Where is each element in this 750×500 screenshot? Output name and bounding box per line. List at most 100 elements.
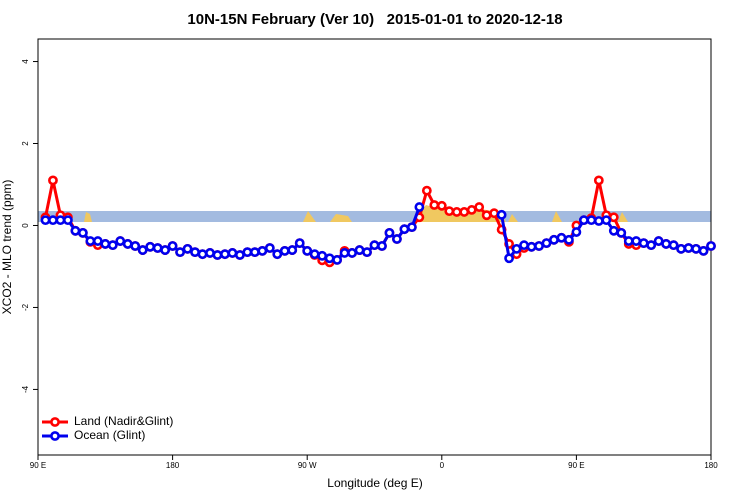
point (227, 248, 238, 258)
point (444, 206, 455, 217)
chart-title: 10N-15N February (Ver 10) 2015-01-01 to … (187, 11, 562, 28)
point (586, 215, 597, 226)
point (541, 238, 552, 249)
y-tick-label: 2 (21, 141, 30, 146)
point (661, 239, 672, 249)
point (653, 236, 664, 246)
point (190, 247, 200, 258)
point (197, 249, 208, 260)
point (175, 247, 185, 258)
point (122, 239, 133, 249)
point (362, 247, 372, 258)
point (668, 240, 679, 251)
point (55, 215, 66, 226)
point (436, 200, 447, 211)
point (414, 202, 425, 212)
point (272, 249, 283, 260)
point (489, 208, 500, 219)
point (474, 202, 485, 212)
point (601, 215, 612, 226)
point (504, 253, 514, 264)
point (676, 243, 686, 254)
point (85, 236, 96, 246)
x-tick-label: 90 W (298, 461, 317, 470)
point (578, 215, 589, 226)
point (616, 227, 627, 238)
y-axis-title: XCO2 - MLO trend (ppm) (0, 180, 14, 315)
point (257, 245, 268, 256)
point (302, 245, 313, 256)
x-tick-label: 0 (440, 461, 445, 470)
y-tick-label: 0 (21, 223, 30, 228)
point (519, 240, 529, 251)
point (354, 245, 365, 255)
point (48, 215, 58, 226)
point (556, 232, 567, 243)
point (511, 243, 522, 254)
point (107, 240, 118, 251)
point (92, 236, 103, 246)
legend-marker (50, 431, 60, 441)
point (496, 209, 507, 220)
x-tick-label: 90 E (30, 461, 46, 470)
point (631, 236, 642, 246)
x-tick-label: 180 (704, 461, 718, 470)
map-background (38, 205, 711, 222)
point (691, 243, 701, 254)
point (683, 243, 694, 253)
point (70, 225, 81, 236)
point (137, 245, 148, 255)
point (249, 247, 260, 258)
point (212, 250, 223, 260)
point (549, 234, 559, 245)
point (451, 207, 462, 217)
y-tick-label: 4 (21, 59, 30, 64)
x-axis-title: Longitude (deg E) (327, 476, 422, 490)
y-tick-label: -4 (21, 385, 30, 393)
point (339, 248, 350, 258)
legend-marker (50, 417, 60, 427)
point (145, 241, 156, 252)
point (623, 236, 634, 246)
point (698, 245, 709, 256)
point (421, 185, 432, 196)
point (160, 245, 171, 255)
point (287, 245, 298, 255)
point (481, 210, 492, 221)
point (264, 243, 275, 253)
y-tick-label: -2 (21, 303, 30, 311)
point (429, 200, 440, 210)
point (242, 247, 253, 258)
point (332, 255, 343, 265)
point (167, 241, 178, 251)
point (608, 225, 619, 236)
point (294, 238, 305, 249)
point (406, 222, 417, 233)
point (182, 243, 193, 254)
x-tick-label: 180 (166, 461, 180, 470)
point (593, 216, 604, 226)
point (220, 249, 230, 260)
point (347, 248, 357, 258)
point (324, 253, 335, 264)
legend-label: Ocean (Glint) (74, 428, 145, 442)
point (369, 240, 380, 251)
point (205, 248, 215, 258)
point (130, 241, 141, 251)
point (100, 239, 111, 249)
point (564, 234, 574, 245)
point (608, 212, 619, 223)
point (234, 250, 245, 260)
point (377, 241, 387, 251)
point (63, 215, 73, 226)
point (571, 227, 582, 237)
point (279, 245, 290, 256)
point (638, 238, 649, 249)
point (392, 234, 402, 244)
point (593, 175, 604, 186)
point (534, 241, 544, 251)
point (466, 205, 477, 215)
point (459, 207, 470, 217)
point (48, 175, 58, 186)
